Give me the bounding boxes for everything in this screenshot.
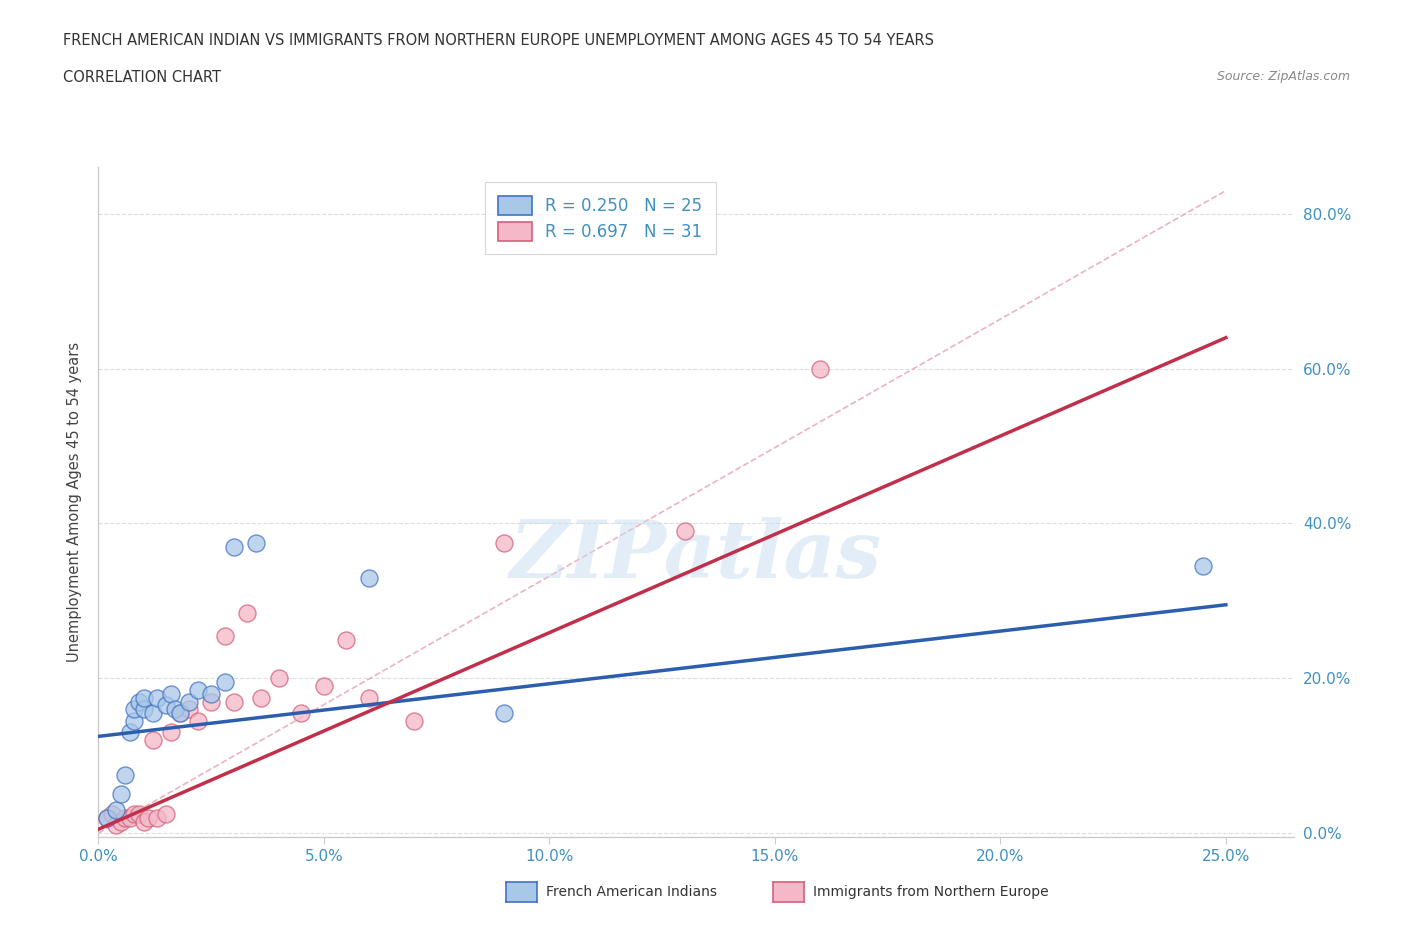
Point — [249, 690, 271, 705]
Point — [673, 524, 696, 538]
Point — [105, 818, 128, 833]
Point — [159, 686, 181, 701]
Point — [200, 694, 222, 709]
Point — [312, 679, 335, 694]
Text: CORRELATION CHART: CORRELATION CHART — [63, 70, 221, 85]
Point — [128, 806, 150, 821]
Point — [105, 803, 128, 817]
Point — [114, 767, 136, 782]
Legend: R = 0.250   N = 25, R = 0.697   N = 31: R = 0.250 N = 25, R = 0.697 N = 31 — [485, 182, 716, 254]
Point — [187, 683, 209, 698]
Point — [200, 686, 222, 701]
Point — [245, 536, 267, 551]
Point — [222, 694, 245, 709]
Point — [132, 702, 155, 717]
Point — [124, 702, 146, 717]
Point — [141, 733, 163, 748]
Point — [169, 706, 191, 721]
Point — [146, 810, 169, 825]
Point — [177, 702, 200, 717]
Point — [114, 810, 136, 825]
Y-axis label: Unemployment Among Ages 45 to 54 years: Unemployment Among Ages 45 to 54 years — [67, 342, 83, 662]
Text: ZIPatlas: ZIPatlas — [510, 517, 882, 594]
Point — [177, 694, 200, 709]
Point — [124, 806, 146, 821]
Text: Source: ZipAtlas.com: Source: ZipAtlas.com — [1216, 70, 1350, 83]
Point — [290, 706, 312, 721]
Point — [404, 713, 426, 728]
Point — [110, 814, 132, 829]
Point — [187, 713, 209, 728]
Point — [222, 539, 245, 554]
Point — [128, 694, 150, 709]
Point — [169, 706, 191, 721]
Point — [165, 702, 187, 717]
Point — [141, 706, 163, 721]
Point — [132, 690, 155, 705]
Point — [236, 605, 259, 620]
Point — [357, 570, 380, 585]
Point — [267, 671, 290, 685]
Point — [110, 787, 132, 802]
Point — [159, 725, 181, 740]
Point — [132, 814, 155, 829]
Point — [214, 629, 236, 644]
Point — [146, 690, 169, 705]
Point — [96, 810, 118, 825]
Point — [118, 810, 141, 825]
Point — [124, 713, 146, 728]
Text: Immigrants from Northern Europe: Immigrants from Northern Europe — [813, 884, 1049, 899]
Point — [357, 690, 380, 705]
Point — [494, 536, 516, 551]
Point — [808, 361, 831, 376]
Text: French American Indians: French American Indians — [546, 884, 717, 899]
Point — [155, 806, 177, 821]
Point — [335, 632, 357, 647]
Point — [118, 725, 141, 740]
Point — [96, 810, 118, 825]
Point — [155, 698, 177, 712]
Text: FRENCH AMERICAN INDIAN VS IMMIGRANTS FROM NORTHERN EUROPE UNEMPLOYMENT AMONG AGE: FRENCH AMERICAN INDIAN VS IMMIGRANTS FRO… — [63, 33, 934, 47]
Point — [1192, 559, 1215, 574]
Point — [136, 810, 159, 825]
Point — [214, 675, 236, 690]
Point — [101, 806, 124, 821]
Point — [494, 706, 516, 721]
